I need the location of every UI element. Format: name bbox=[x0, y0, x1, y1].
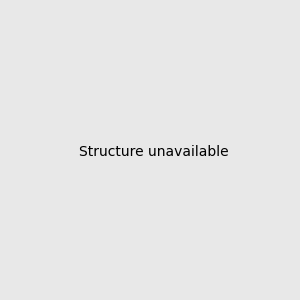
Text: Structure unavailable: Structure unavailable bbox=[79, 145, 229, 158]
